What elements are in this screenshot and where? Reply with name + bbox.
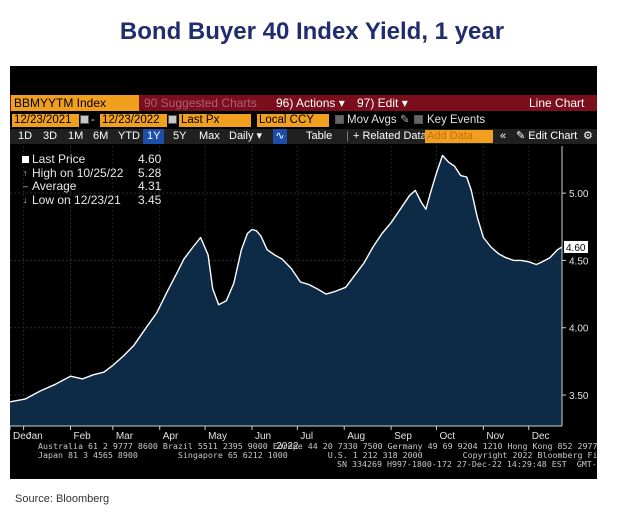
footer-contacts-2: Japan 81 3 4565 8900 Singapore 65 6212 1… bbox=[38, 450, 597, 460]
x-tick-label: Aug bbox=[347, 431, 365, 442]
footer-session: SN 334269 H997-1800-172 27-Dec-22 14:29:… bbox=[337, 459, 597, 469]
x-tick-label: Jan bbox=[27, 431, 43, 442]
last-value-tag bbox=[564, 240, 588, 253]
pencil-icon[interactable]: ✎ bbox=[400, 114, 410, 126]
key-events-checkbox[interactable] bbox=[414, 115, 423, 124]
y-tick-label: 4.00 bbox=[569, 324, 589, 335]
range-max[interactable]: Max bbox=[199, 130, 220, 142]
legend-label: Average bbox=[32, 179, 77, 193]
x-tick-label: Dec bbox=[13, 431, 31, 442]
legend-value: 4.60 bbox=[138, 152, 162, 166]
edit-menu[interactable]: 97) Edit ▾ bbox=[357, 95, 408, 111]
x-tick-label: Apr bbox=[163, 431, 179, 442]
add-data-input[interactable]: Add Data bbox=[425, 130, 493, 143]
square-icon bbox=[22, 156, 29, 163]
legend-label: High on 10/25/22 bbox=[32, 165, 124, 180]
range-6m[interactable]: 6M bbox=[93, 130, 109, 142]
x-tick-label: Feb bbox=[73, 431, 91, 442]
bloomberg-terminal: BBMYYTM Index 90 Suggested Charts 96) Ac… bbox=[10, 66, 597, 479]
edit-chart-label: Edit Chart bbox=[528, 130, 578, 142]
mov-avgs-label: Mov Avgs bbox=[347, 114, 397, 126]
series-area bbox=[10, 155, 562, 426]
price-field-select[interactable]: Last Px bbox=[179, 114, 251, 127]
y-tick-label: 5.00 bbox=[569, 189, 589, 200]
key-events-label: Key Events bbox=[427, 114, 486, 126]
mov-avgs-checkbox[interactable] bbox=[335, 115, 344, 124]
legend-label: Low on 12/23/21 bbox=[32, 192, 121, 207]
x-axis-year-label: 2022 bbox=[276, 441, 299, 452]
y-tick-label: 4.50 bbox=[569, 256, 589, 267]
terminal-footer: Australia 61 2 9777 8600 Brazil 5511 239… bbox=[10, 442, 597, 479]
chevron-down-icon: ▾ bbox=[338, 96, 345, 110]
actions-menu[interactable]: 96) Actions ▾ bbox=[276, 95, 345, 111]
x-tick-label: Dec bbox=[532, 431, 550, 442]
actions-label: 96) Actions bbox=[276, 96, 336, 110]
end-date-input[interactable]: 12/23/2022 bbox=[100, 114, 167, 127]
range-1d[interactable]: 1D bbox=[18, 130, 33, 142]
x-tick-label: Oct bbox=[439, 431, 455, 442]
edit-label: 97) Edit bbox=[357, 96, 399, 110]
table-button[interactable]: Table bbox=[306, 130, 333, 142]
legend-value: 5.28 bbox=[138, 165, 162, 180]
period-select[interactable]: Daily ▾ bbox=[229, 130, 263, 142]
series-line bbox=[10, 154, 563, 403]
date-separator: - bbox=[91, 114, 95, 126]
divider: | bbox=[346, 130, 349, 142]
ticker-field[interactable]: BBMYYTM Index bbox=[11, 95, 139, 111]
y-tick-label: 3.50 bbox=[569, 391, 589, 402]
x-tick-label: May bbox=[208, 431, 227, 442]
dash-icon: – bbox=[23, 181, 29, 191]
terminal-menu-bar bbox=[10, 95, 597, 111]
last-value-label: 4.60 bbox=[566, 243, 586, 254]
legend-value: 3.45 bbox=[138, 192, 162, 207]
page-title: Bond Buyer 40 Index Yield, 1 year bbox=[119, 18, 505, 45]
x-tick-label: Jul bbox=[300, 431, 313, 442]
collapse-icon[interactable]: « bbox=[500, 130, 507, 142]
x-tick-label: Sep bbox=[394, 431, 412, 442]
range-1m[interactable]: 1M bbox=[68, 130, 84, 142]
range-1y[interactable]: 1Y bbox=[143, 129, 165, 144]
related-data-button[interactable]: + Related Data bbox=[353, 130, 427, 142]
range-5y[interactable]: 5Y bbox=[173, 130, 187, 142]
legend-label: Last Price bbox=[32, 152, 86, 166]
arrow-down-icon: ↓ bbox=[23, 194, 28, 205]
line-chart-icon[interactable]: ∿ bbox=[273, 129, 287, 144]
suggested-charts-menu[interactable]: 90 Suggested Charts bbox=[144, 96, 257, 110]
calendar-icon[interactable] bbox=[80, 115, 89, 124]
x-tick-label: Mar bbox=[116, 431, 134, 442]
calendar-icon[interactable] bbox=[168, 115, 177, 124]
start-date-input[interactable]: 12/23/2021 bbox=[12, 114, 79, 127]
legend-value: 4.31 bbox=[138, 179, 162, 193]
chart-type-label: Line Chart bbox=[529, 96, 585, 110]
range-3d[interactable]: 3D bbox=[43, 130, 58, 142]
period-label: Daily bbox=[229, 130, 254, 142]
x-tick-label: Nov bbox=[486, 431, 504, 442]
currency-select[interactable]: Local CCY bbox=[257, 114, 329, 127]
source-note: Source: Bloomberg bbox=[15, 493, 110, 505]
chevron-down-icon: ▾ bbox=[401, 96, 408, 110]
gear-icon[interactable]: ⚙ bbox=[583, 130, 593, 142]
footer-contacts-1: Australia 61 2 9777 8600 Brazil 5511 239… bbox=[38, 441, 597, 451]
range-ytd[interactable]: YTD bbox=[118, 130, 140, 142]
edit-chart-button[interactable]: ✎ Edit Chart bbox=[516, 130, 578, 142]
x-tick-label: Jun bbox=[255, 431, 271, 442]
arrow-up-icon: ↑ bbox=[23, 167, 28, 178]
